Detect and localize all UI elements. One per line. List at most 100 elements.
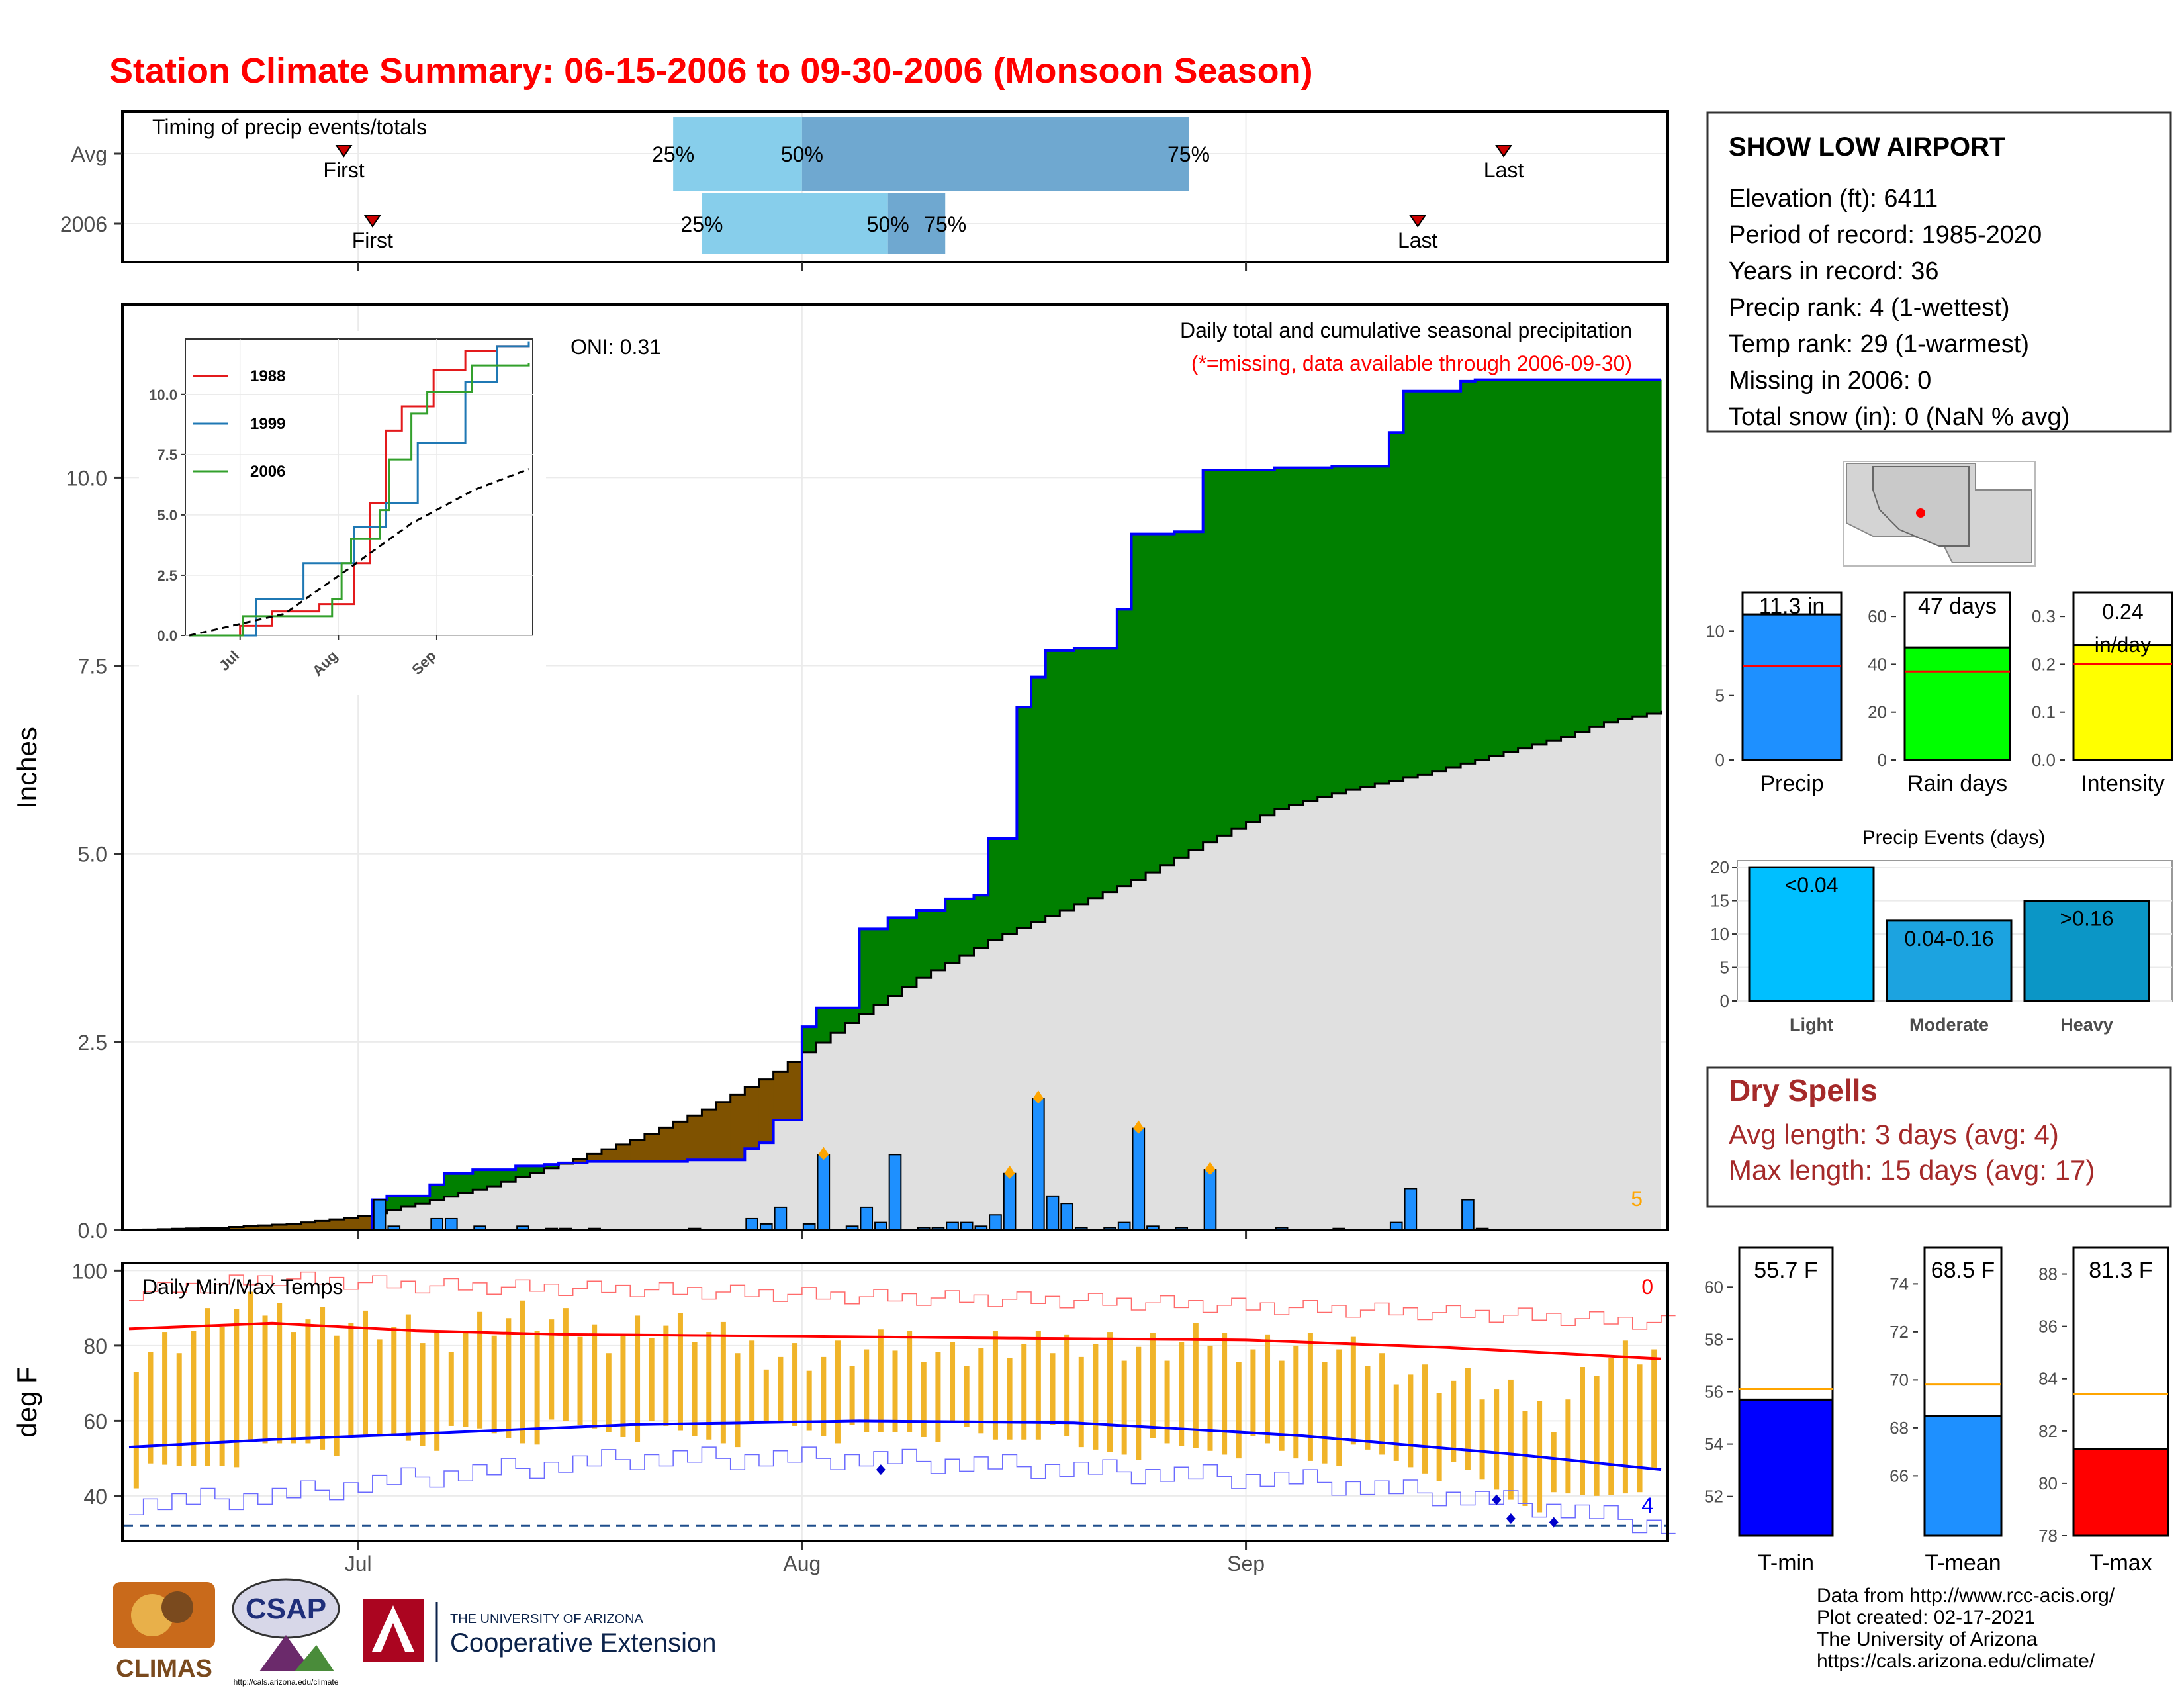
surplus-segment bbox=[458, 1173, 473, 1194]
daily-temp-range-bar bbox=[362, 1310, 368, 1436]
timing-panel: Avg 25% 50% 75% First Last 2006 25% 50% 75% First L… bbox=[60, 110, 1669, 271]
surplus-segment bbox=[1002, 838, 1018, 935]
daily-temp-range-bar bbox=[1322, 1362, 1328, 1464]
surplus-segment bbox=[1532, 379, 1547, 745]
temp-summary-y-tick-label: 52 bbox=[1704, 1487, 1723, 1507]
daily-temp-range-bar bbox=[1365, 1366, 1371, 1450]
surplus-segment bbox=[902, 917, 917, 987]
daily-temp-range-bar bbox=[1436, 1393, 1442, 1481]
temp-summary-label-box bbox=[1738, 1246, 1834, 1401]
daily-temp-range-bar bbox=[1479, 1399, 1485, 1480]
footer-credit-line: The University of Arizona bbox=[1817, 1628, 2038, 1650]
daily-record-marker bbox=[1004, 1165, 1015, 1179]
events-title: Precip Events (days) bbox=[1862, 827, 2046, 849]
daily-temp-range-bar bbox=[291, 1332, 296, 1444]
surplus-segment bbox=[1260, 470, 1275, 816]
dry-spells-max: Max length: 15 days (avg: 17) bbox=[1729, 1154, 2095, 1186]
daily-precip-bar bbox=[373, 1199, 387, 1231]
timing-bar-50-75 bbox=[887, 193, 946, 254]
surplus-segment bbox=[1418, 391, 1433, 775]
station-info-line: Total snow (in): 0 (NaN % avg) bbox=[1729, 403, 2070, 431]
dry-spells-box: Dry Spells Avg length: 3 days (avg: 4) M… bbox=[1706, 1066, 2172, 1208]
surplus-segment bbox=[831, 1008, 846, 1033]
timing-last-marker bbox=[1495, 145, 1512, 158]
inset-y-tick-label: 2.5 bbox=[157, 567, 177, 584]
daily-temp-range-bar bbox=[1107, 1332, 1113, 1452]
precip-corner-value: 5 bbox=[1631, 1187, 1643, 1211]
surplus-segment bbox=[1432, 391, 1447, 771]
daily-temp-range-bar bbox=[935, 1352, 941, 1442]
daily-temp-range-bar bbox=[1379, 1353, 1385, 1455]
deficit-segment bbox=[257, 1225, 273, 1230]
surplus-segment bbox=[473, 1170, 488, 1190]
daily-precip-bar bbox=[1032, 1098, 1045, 1231]
deficit-segment bbox=[659, 1127, 674, 1162]
events-x-label: Light bbox=[1790, 1015, 1833, 1035]
events-bar bbox=[1748, 866, 1875, 1002]
temp-summary-x-label: T-mean bbox=[1925, 1550, 2001, 1575]
summary-y-tick-label: 0 bbox=[1715, 750, 1725, 770]
timing-row-label: 2006 bbox=[60, 212, 107, 236]
deficit-segment bbox=[244, 1226, 259, 1230]
daily-temp-range-bar bbox=[1150, 1333, 1156, 1438]
surplus-segment bbox=[801, 1027, 817, 1053]
deficit-segment bbox=[358, 1216, 373, 1230]
summary-y-tick-label: 0 bbox=[1878, 750, 1887, 770]
daily-temp-range-bar bbox=[1121, 1360, 1127, 1455]
deficit-segment bbox=[286, 1223, 302, 1230]
surplus-segment bbox=[1045, 650, 1060, 917]
surplus-segment bbox=[1604, 379, 1619, 722]
temp-summary-y-tick-label: 60 bbox=[1704, 1277, 1723, 1297]
daily-temp-range-bar bbox=[1236, 1362, 1242, 1459]
temperature-panel: 40 60 80 100 Jul Aug Sep Daily Min/Max Temps 0… bbox=[11, 1259, 1676, 1575]
daily-temp-range-bar bbox=[1064, 1334, 1070, 1436]
surplus-segment bbox=[443, 1173, 459, 1197]
csap-logo: CSAP http://cals.arizona.edu/climate bbox=[232, 1578, 340, 1687]
record-low-marker bbox=[876, 1464, 886, 1476]
daily-temp-range-bar bbox=[1293, 1345, 1299, 1459]
summary-label-box bbox=[1741, 591, 1843, 616]
temp-summary-y-tick-label: 68 bbox=[1889, 1418, 1909, 1438]
deficit-segment bbox=[687, 1115, 703, 1160]
daily-temp-range-bar bbox=[849, 1366, 855, 1425]
summary-x-label: Precip bbox=[1760, 771, 1823, 796]
daily-precip-bar bbox=[430, 1217, 443, 1231]
surplus-segment bbox=[959, 898, 975, 956]
surplus-segment bbox=[1174, 532, 1189, 858]
daily-temp-range-bar bbox=[1035, 1331, 1041, 1440]
surplus-segment bbox=[1231, 470, 1247, 829]
surplus-segment bbox=[1088, 648, 1103, 898]
ua-line2: Cooperative Extension bbox=[450, 1628, 716, 1658]
temp-summary-y-tick-label: 56 bbox=[1704, 1382, 1723, 1402]
timing-first-marker-label: First bbox=[352, 228, 393, 252]
figure-title: Station Climate Summary: 06-15-2006 to 0… bbox=[109, 51, 1313, 91]
daily-precip-bar bbox=[745, 1217, 758, 1231]
average-cumulative-line bbox=[129, 710, 1662, 1231]
daily-temp-range-bar bbox=[320, 1307, 326, 1450]
surplus-segment bbox=[529, 1166, 545, 1173]
precip-y-tick-label: 7.5 bbox=[78, 655, 107, 679]
station-info-line: Elevation (ft): 6411 bbox=[1729, 185, 1938, 212]
csap-url: http://cals.arizona.edu/climate bbox=[234, 1677, 339, 1687]
events-x-label: Heavy bbox=[2060, 1015, 2113, 1035]
temp-summary-value-label: 55.7 F bbox=[1754, 1258, 1817, 1283]
summary-value-label: 47 days bbox=[1918, 594, 1997, 619]
surplus-segment bbox=[945, 898, 960, 963]
daily-temp-range-bar bbox=[1594, 1376, 1600, 1496]
daily-record-marker bbox=[1032, 1090, 1044, 1104]
daily-temp-range-bar bbox=[1580, 1367, 1586, 1495]
temp-y-tick-label: 100 bbox=[72, 1259, 107, 1283]
daily-temp-range-bar bbox=[878, 1329, 884, 1432]
daily-temp-range-bar bbox=[348, 1323, 354, 1436]
daily-precip-bar bbox=[444, 1217, 458, 1231]
daily-temp-range-bar bbox=[663, 1325, 669, 1426]
surplus-segment bbox=[1146, 534, 1161, 873]
ua-logo: THE UNIVERSITY OF ARIZONA Cooperative Ex… bbox=[363, 1599, 716, 1662]
inset-plot-area bbox=[185, 338, 533, 636]
deficit-segment bbox=[572, 1158, 588, 1163]
inset-y-tick-label: 0.0 bbox=[157, 628, 177, 644]
daily-record-marker bbox=[1205, 1162, 1216, 1176]
surplus-segment bbox=[544, 1164, 559, 1168]
